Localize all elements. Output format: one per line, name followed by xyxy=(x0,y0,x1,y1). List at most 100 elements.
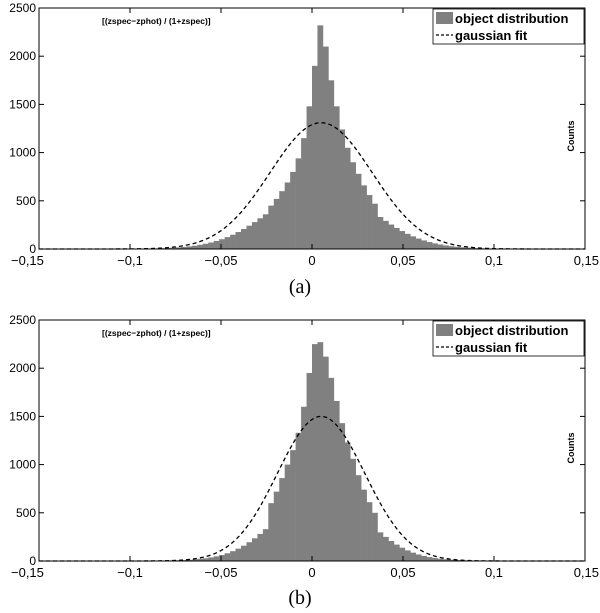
histogram-bar xyxy=(284,464,291,561)
histogram-bar xyxy=(306,373,313,561)
histogram-bar xyxy=(361,185,367,249)
caption-a: (a) xyxy=(288,276,312,298)
histogram-bar xyxy=(312,65,318,249)
histogram-bar xyxy=(251,538,258,561)
x-tick-label: −0,1 xyxy=(117,565,143,580)
y-axis-label: Counts xyxy=(566,433,576,464)
histogram-bar xyxy=(404,233,411,249)
histogram-bar xyxy=(437,558,444,561)
histogram-bar xyxy=(453,246,460,249)
histogram-bar xyxy=(453,559,460,561)
histogram-bar xyxy=(421,555,427,561)
histogram-bar xyxy=(235,232,242,249)
histogram-bar xyxy=(410,236,417,249)
histogram-bar xyxy=(312,344,318,561)
histogram-bar xyxy=(432,558,438,561)
histogram-bar xyxy=(322,356,329,561)
chart-panel-a: −0,15 −0,1 −0,05 0 0,05 0,1 0,15 0 500 1000 1500 20… xyxy=(9,1,599,268)
x-tick-label: −0,1 xyxy=(117,253,143,268)
histogram-bar xyxy=(279,478,285,561)
y-axis-label: Counts xyxy=(566,121,576,152)
histogram-bar xyxy=(399,231,406,249)
legend-label-fit: gaussian fit xyxy=(455,340,528,355)
histogram-bar xyxy=(268,503,275,561)
histogram-bar xyxy=(230,551,236,561)
histogram-bar xyxy=(382,536,389,561)
y-tick-label: 2500 xyxy=(9,313,36,327)
histogram-bar xyxy=(257,533,264,561)
histogram-bar xyxy=(333,106,340,249)
histogram-bar xyxy=(208,242,215,249)
x-tick-label: −0,05 xyxy=(205,565,238,580)
histogram-bar xyxy=(437,244,444,249)
histogram-bar xyxy=(290,171,296,249)
histogram-bar xyxy=(355,475,362,561)
histogram-bar xyxy=(339,423,346,561)
histogram-bar xyxy=(301,406,307,561)
histogram-bar xyxy=(448,559,455,561)
histogram-bar xyxy=(328,80,335,249)
histogram-bar xyxy=(208,557,215,561)
x-tick-label: −0,15 xyxy=(11,253,44,268)
y-tick-label: 500 xyxy=(16,194,36,208)
histogram-bar xyxy=(306,106,313,249)
histogram-bar xyxy=(186,246,193,249)
histogram-bar xyxy=(393,544,400,561)
histogram-bar xyxy=(317,342,324,561)
histogram-bar xyxy=(443,559,449,561)
histogram-bar xyxy=(443,245,449,249)
y-tick-label: 2500 xyxy=(9,1,36,15)
histogram-bar xyxy=(230,234,236,249)
y-tick-label: 1000 xyxy=(9,458,36,472)
histogram-bar xyxy=(432,243,438,249)
legend-box xyxy=(432,8,585,45)
y-tick-label: 0 xyxy=(29,242,36,256)
histogram-bar xyxy=(361,489,367,561)
x-tick-label: 0,05 xyxy=(390,565,415,580)
histogram-bar xyxy=(415,554,422,561)
histogram-bar xyxy=(197,244,204,249)
legend-swatch-histogram xyxy=(436,324,453,336)
histogram-bar xyxy=(333,400,340,561)
histogram-bar xyxy=(268,205,275,249)
y-tick-label: 0 xyxy=(29,554,36,568)
histogram-bar xyxy=(180,246,187,249)
chart-panel-b: −0,15 −0,1 −0,05 0 0,05 0,1 0,15 0 500 1000 1500 20… xyxy=(9,313,599,580)
histogram-bar xyxy=(377,216,384,249)
histogram-bar xyxy=(241,545,247,561)
histogram-bar xyxy=(372,203,378,249)
histogram-bar xyxy=(213,556,220,561)
histogram-bars xyxy=(39,25,586,250)
histogram-bar xyxy=(372,512,378,561)
histogram-bar xyxy=(388,224,395,249)
histogram-bar xyxy=(328,377,335,561)
histogram-bar xyxy=(393,227,400,249)
histogram-bar xyxy=(350,458,356,561)
histogram-bar xyxy=(410,552,417,561)
histogram-bar xyxy=(224,237,231,249)
histogram-bar xyxy=(246,542,253,561)
histogram-bar xyxy=(426,557,433,561)
histogram-bar xyxy=(175,247,182,249)
histogram-bar xyxy=(197,558,204,561)
y-tick-label: 1500 xyxy=(9,409,36,423)
histogram-bar xyxy=(295,158,302,249)
histogram-bar xyxy=(404,550,411,561)
histogram-bar xyxy=(464,247,471,249)
x-tick-label: 0 xyxy=(308,565,315,580)
histogram-bar xyxy=(350,162,356,249)
histogram-bar xyxy=(382,220,389,249)
histogram-bars xyxy=(39,342,586,561)
histogram-bar xyxy=(317,25,324,249)
caption-b: (b) xyxy=(288,587,312,609)
histogram-bar xyxy=(273,491,280,561)
histogram-bar xyxy=(213,240,220,249)
histogram-bar xyxy=(246,225,253,249)
histogram-bar xyxy=(219,239,225,249)
legend-label-histogram: object distribution xyxy=(455,11,568,26)
histogram-bar xyxy=(470,247,477,249)
histogram-bar xyxy=(366,195,373,249)
legend: object distribution gaussian fit xyxy=(432,320,585,357)
legend-box xyxy=(432,320,585,357)
